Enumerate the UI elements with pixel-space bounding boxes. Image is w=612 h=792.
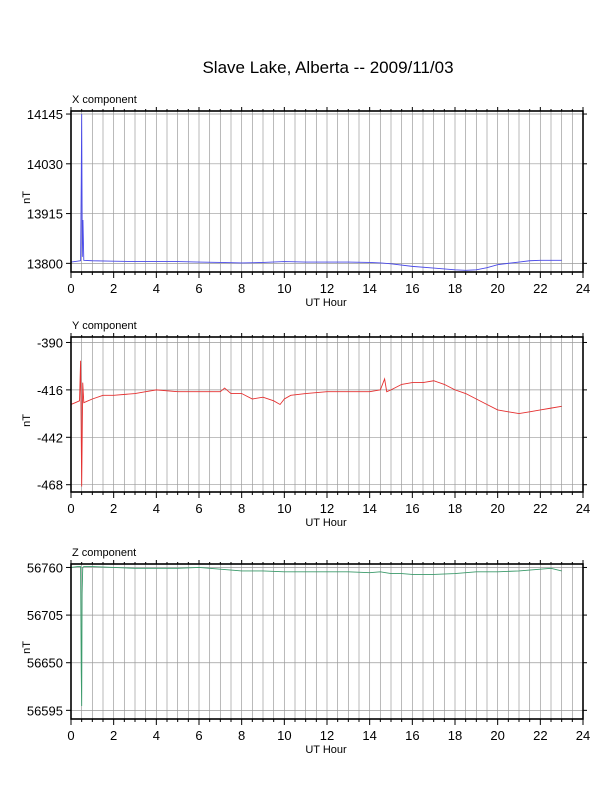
x-tick-label-x: 16 (405, 281, 419, 296)
x-tick-label-y: 22 (533, 501, 547, 516)
x-tick-label-y: 12 (320, 501, 334, 516)
x-tick-label-y: 8 (238, 501, 245, 516)
x-tick-label-x: 2 (110, 281, 117, 296)
x-axis-label-z: UT Hour (305, 744, 347, 756)
panel-label-y: Y component (72, 320, 137, 332)
x-tick-label-y: 20 (490, 501, 504, 516)
y-tick-label-y: -416 (37, 383, 63, 398)
x-tick-label-y: 6 (195, 501, 202, 516)
x-tick-label-y: 14 (362, 501, 376, 516)
x-tick-label-x: 4 (153, 281, 160, 296)
plot-frame-z (70, 563, 584, 720)
x-tick-label-z: 8 (238, 728, 245, 743)
x-tick-label-y: 24 (576, 501, 590, 516)
x-tick-label-x: 24 (576, 281, 590, 296)
y-tick-label-x: 14145 (27, 107, 63, 122)
x-tick-label-x: 18 (448, 281, 462, 296)
page-title: Slave Lake, Alberta -- 2009/11/03 (202, 58, 454, 77)
panel-label-z: Z component (72, 547, 136, 559)
series-line-z (70, 566, 562, 707)
x-axis-label-y: UT Hour (305, 517, 347, 529)
x-tick-label-z: 22 (533, 728, 547, 743)
x-tick-label-x: 8 (238, 281, 245, 296)
x-tick-label-z: 0 (67, 728, 74, 743)
x-tick-label-y: 2 (110, 501, 117, 516)
x-tick-label-z: 16 (405, 728, 419, 743)
x-tick-label-y: 4 (153, 501, 160, 516)
y-tick-label-z: 56595 (27, 703, 63, 718)
x-tick-label-y: 10 (277, 501, 291, 516)
x-tick-label-z: 4 (153, 728, 160, 743)
y-axis-label-x: nT (21, 191, 33, 204)
x-tick-label-x: 10 (277, 281, 291, 296)
plot-frame-x (70, 110, 584, 273)
y-tick-label-y: -468 (37, 478, 63, 493)
x-tick-label-z: 18 (448, 728, 462, 743)
plot-frame-y (70, 336, 584, 493)
y-axis-label-z: nT (21, 641, 33, 654)
y-tick-label-x: 14030 (27, 157, 63, 172)
x-tick-label-z: 12 (320, 728, 334, 743)
y-tick-label-z: 56760 (27, 560, 63, 575)
y-axis-label-y: nT (21, 414, 33, 427)
x-tick-label-x: 20 (490, 281, 504, 296)
x-tick-label-x: 6 (195, 281, 202, 296)
x-axis-label-x: UT Hour (305, 297, 347, 309)
y-tick-label-x: 13915 (27, 207, 63, 222)
x-tick-label-y: 16 (405, 501, 419, 516)
x-tick-label-z: 14 (362, 728, 376, 743)
x-tick-label-z: 6 (195, 728, 202, 743)
y-tick-label-z: 56705 (27, 608, 63, 623)
x-tick-label-y: 18 (448, 501, 462, 516)
y-tick-label-x: 13800 (27, 256, 63, 271)
x-tick-label-z: 24 (576, 728, 590, 743)
x-tick-label-z: 10 (277, 728, 291, 743)
panel-label-x: X component (72, 94, 137, 106)
y-tick-label-z: 56650 (27, 656, 63, 671)
y-tick-label-y: -442 (37, 430, 63, 445)
x-tick-label-x: 0 (67, 281, 74, 296)
x-tick-label-x: 14 (362, 281, 376, 296)
x-tick-label-x: 22 (533, 281, 547, 296)
series-line-x (70, 114, 562, 271)
x-tick-label-z: 2 (110, 728, 117, 743)
y-tick-label-y: -390 (37, 335, 63, 350)
x-tick-label-x: 12 (320, 281, 334, 296)
x-tick-label-y: 0 (67, 501, 74, 516)
series-line-y (70, 360, 562, 487)
x-tick-label-z: 20 (490, 728, 504, 743)
